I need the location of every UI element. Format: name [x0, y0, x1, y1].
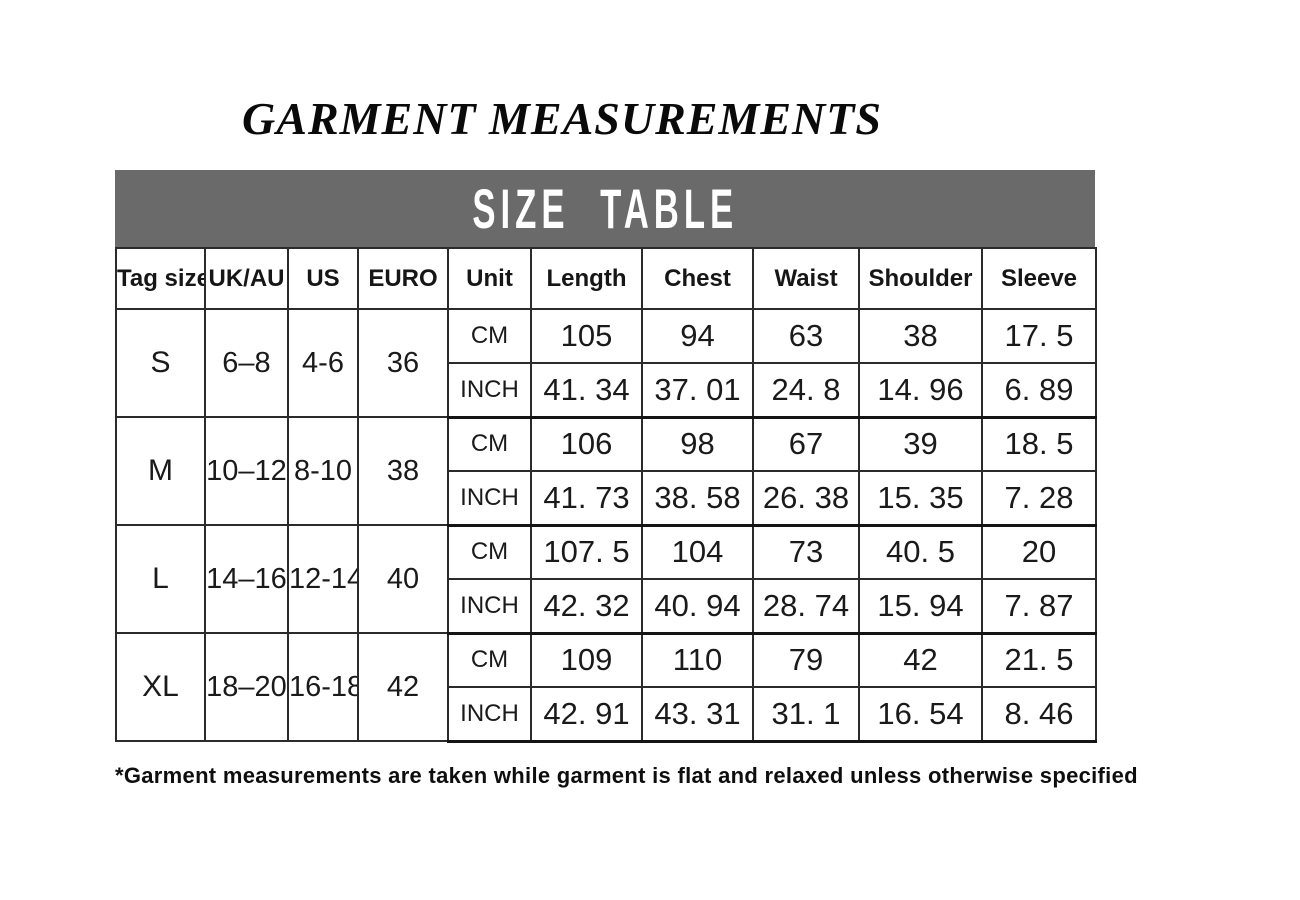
cell-shoulder: 15. 94 [858, 578, 983, 635]
cell-sleeve: 17. 5 [981, 308, 1097, 364]
cell-tag-size: L [115, 524, 206, 634]
cell-chest: 37. 01 [641, 362, 754, 419]
size-table: SIZE TABLE Tag size UK/AU US EURO Unit L… [115, 170, 1097, 743]
cell-waist: 24. 8 [752, 362, 860, 419]
cell-length: 41. 34 [530, 362, 643, 419]
col-header-length: Length [530, 247, 643, 310]
cell-shoulder: 14. 96 [858, 362, 983, 419]
cell-waist: 31. 1 [752, 686, 860, 743]
cell-length: 107. 5 [530, 524, 643, 580]
cell-waist: 63 [752, 308, 860, 364]
cell-unit: CM [447, 632, 532, 688]
cell-us: 16-18 [287, 632, 359, 742]
cell-sleeve: 7. 28 [981, 470, 1097, 527]
col-header-chest: Chest [641, 247, 754, 310]
col-header-waist: Waist [752, 247, 860, 310]
cell-unit: INCH [447, 470, 532, 527]
size-table-grid: Tag size UK/AU US EURO Unit Length Chest… [115, 247, 1097, 743]
cell-uk-au: 18–20 [204, 632, 289, 742]
cell-waist: 67 [752, 416, 860, 472]
col-header-sleeve: Sleeve [981, 247, 1097, 310]
header-row: Tag size UK/AU US EURO Unit Length Chest… [115, 247, 1097, 310]
cell-uk-au: 14–16 [204, 524, 289, 634]
col-header-uk-au: UK/AU [204, 247, 289, 310]
cell-tag-size: XL [115, 632, 206, 742]
cell-chest: 104 [641, 524, 754, 580]
cell-length: 109 [530, 632, 643, 688]
col-header-tag-size: Tag size [115, 247, 206, 310]
cell-waist: 28. 74 [752, 578, 860, 635]
cell-uk-au: 6–8 [204, 308, 289, 418]
cell-shoulder: 16. 54 [858, 686, 983, 743]
cell-sleeve: 21. 5 [981, 632, 1097, 688]
cell-shoulder: 38 [858, 308, 983, 364]
cell-sleeve: 8. 46 [981, 686, 1097, 743]
cell-unit: INCH [447, 362, 532, 419]
cell-sleeve: 7. 87 [981, 578, 1097, 635]
col-header-unit: Unit [447, 247, 532, 310]
cell-unit: INCH [447, 578, 532, 635]
cell-unit: CM [447, 524, 532, 580]
page-title: GARMENT MEASUREMENTS [242, 93, 882, 144]
cell-sleeve: 20 [981, 524, 1097, 580]
cell-chest: 40. 94 [641, 578, 754, 635]
cell-chest: 110 [641, 632, 754, 688]
table-row-l-inch: INCH 42. 32 40. 94 28. 74 15. 94 7. 87 [116, 578, 1097, 635]
cell-length: 106 [530, 416, 643, 472]
cell-chest: 38. 58 [641, 470, 754, 527]
cell-chest: 94 [641, 308, 754, 364]
footnote: *Garment measurements are taken while ga… [115, 763, 1138, 788]
cell-sleeve: 18. 5 [981, 416, 1097, 472]
cell-shoulder: 40. 5 [858, 524, 983, 580]
cell-euro: 36 [357, 308, 449, 418]
cell-tag-size: S [115, 308, 206, 418]
cell-unit: CM [447, 416, 532, 472]
size-table-header-band: SIZE TABLE [115, 170, 1095, 247]
cell-shoulder: 39 [858, 416, 983, 472]
cell-shoulder: 15. 35 [858, 470, 983, 527]
table-row-l-cm: L 14–16 12-14 40 CM 107. 5 104 73 40. 5 … [115, 524, 1097, 634]
cell-length: 41. 73 [530, 470, 643, 527]
cell-euro: 38 [357, 416, 449, 526]
cell-waist: 79 [752, 632, 860, 688]
cell-chest: 98 [641, 416, 754, 472]
cell-us: 4-6 [287, 308, 359, 418]
cell-sleeve: 6. 89 [981, 362, 1097, 419]
size-table-band-title: SIZE TABLE [472, 176, 738, 240]
cell-unit: INCH [447, 686, 532, 743]
cell-us: 8-10 [287, 416, 359, 526]
cell-length: 42. 91 [530, 686, 643, 743]
cell-waist: 73 [752, 524, 860, 580]
col-header-us: US [287, 247, 359, 310]
cell-shoulder: 42 [858, 632, 983, 688]
cell-tag-size: M [115, 416, 206, 526]
table-row-s-inch: INCH 41. 34 37. 01 24. 8 14. 96 6. 89 [116, 362, 1097, 419]
cell-chest: 43. 31 [641, 686, 754, 743]
cell-length: 105 [530, 308, 643, 364]
table-row-xl-cm: XL 18–20 16-18 42 CM 109 110 79 42 21. 5 [115, 632, 1097, 742]
cell-us: 12-14 [287, 524, 359, 634]
cell-unit: CM [447, 308, 532, 364]
cell-uk-au: 10–12 [204, 416, 289, 526]
cell-length: 42. 32 [530, 578, 643, 635]
cell-euro: 40 [357, 524, 449, 634]
col-header-euro: EURO [357, 247, 449, 310]
table-row-xl-inch: INCH 42. 91 43. 31 31. 1 16. 54 8. 46 [116, 686, 1097, 743]
cell-euro: 42 [357, 632, 449, 742]
cell-waist: 26. 38 [752, 470, 860, 527]
table-row-m-cm: M 10–12 8-10 38 CM 106 98 67 39 18. 5 [115, 416, 1097, 526]
table-row-s-cm: S 6–8 4-6 36 CM 105 94 63 38 17. 5 [115, 308, 1097, 418]
col-header-shoulder: Shoulder [858, 247, 983, 310]
table-row-m-inch: INCH 41. 73 38. 58 26. 38 15. 35 7. 28 [116, 470, 1097, 527]
